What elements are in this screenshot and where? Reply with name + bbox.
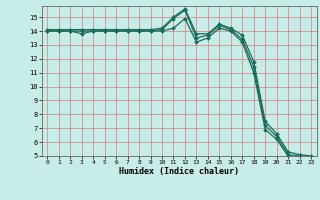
X-axis label: Humidex (Indice chaleur): Humidex (Indice chaleur) xyxy=(119,167,239,176)
